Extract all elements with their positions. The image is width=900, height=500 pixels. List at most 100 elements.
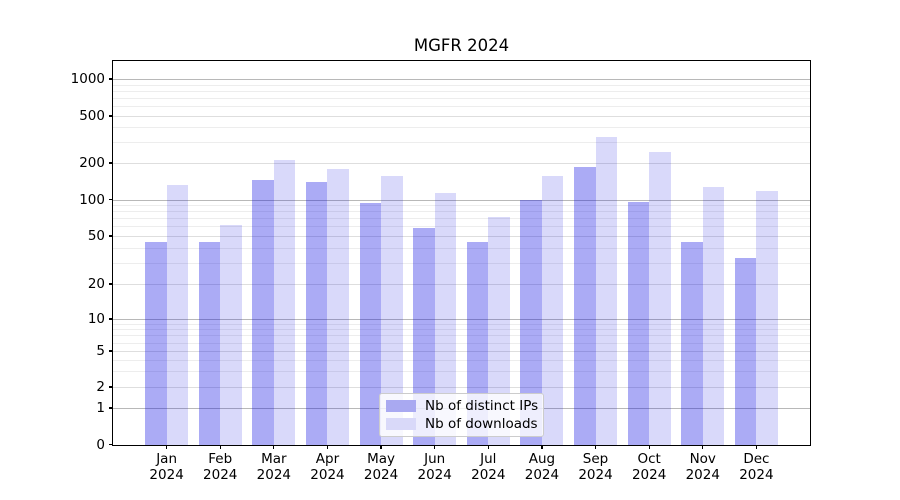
bar-ips-aug (520, 199, 542, 445)
y-tick-label: 100 (79, 191, 105, 208)
bar-downloads-sep (595, 137, 618, 445)
x-tick-label: Aug 2024 (524, 451, 560, 483)
y-tick-label: 1000 (70, 71, 105, 87)
y-tick-mark (109, 350, 113, 352)
bar-downloads-feb (220, 224, 242, 445)
bar-downloads-oct (649, 152, 671, 445)
x-tick-label: Dec 2024 (739, 451, 774, 483)
x-tick-mark (755, 445, 757, 449)
gridline-major (113, 79, 810, 80)
gridline-minor (113, 127, 810, 129)
gridline-minor (113, 323, 810, 325)
y-tick-label: 5 (96, 343, 105, 359)
y-tick-mark (109, 198, 113, 201)
x-tick-mark (273, 445, 275, 449)
x-tick-label: Jul 2024 (471, 451, 506, 483)
gridline-minor (113, 84, 810, 86)
bar-downloads-nov (702, 186, 725, 445)
y-tick-mark (109, 407, 113, 409)
y-tick-label: 1 (96, 400, 105, 416)
legend-swatch-distinct-ips (386, 400, 416, 413)
gridline-minor (113, 163, 810, 164)
gridline-minor (113, 329, 810, 331)
y-tick-label: 20 (87, 276, 105, 292)
x-tick-mark (380, 445, 382, 449)
gridline-minor (113, 98, 810, 100)
gridline-minor (113, 236, 810, 237)
legend-swatch-downloads (386, 417, 416, 430)
gridline-minor (113, 351, 810, 352)
gridline-minor (113, 90, 810, 92)
gridline-minor (113, 142, 810, 144)
x-tick-mark (594, 445, 597, 449)
bar-downloads-apr (327, 168, 349, 445)
gridline-minor (113, 359, 810, 361)
y-tick-label: 200 (79, 155, 105, 171)
y-tick-mark (109, 443, 113, 446)
bar-downloads-dec (756, 190, 778, 445)
bar-ips-jun (413, 228, 435, 445)
y-tick-label: 0 (96, 436, 105, 453)
x-tick-mark (166, 445, 168, 449)
legend-label-distinct-ips: Nb of distinct IPs (425, 398, 539, 415)
bar-ips-dec (734, 257, 757, 445)
x-tick-mark (702, 445, 704, 449)
y-tick-label: 10 (87, 311, 105, 327)
legend-item-distinct-ips: Nb of distinct IPs (386, 398, 539, 415)
y-tick-mark (109, 318, 113, 320)
chart-title: MGFR 2024 (413, 36, 510, 55)
x-tick-label: Mar 2024 (256, 451, 292, 483)
y-tick-label: 2 (96, 379, 105, 395)
gridline-minor (113, 387, 810, 388)
y-tick-mark (109, 78, 113, 80)
bar-ips-may (359, 203, 382, 445)
y-tick-mark (109, 115, 113, 117)
gridline-minor (113, 205, 810, 207)
bar-ips-apr (305, 181, 328, 445)
y-tick-mark (109, 283, 113, 285)
gridline-minor (113, 284, 810, 285)
x-tick-label: Sep 2024 (578, 451, 613, 483)
x-tick-mark (219, 445, 221, 449)
legend-item-downloads: Nb of downloads (386, 415, 538, 432)
y-tick-label: 500 (79, 108, 105, 124)
bar-downloads-jun (434, 192, 457, 445)
x-tick-mark (541, 445, 543, 449)
bar-downloads-mar (273, 160, 296, 445)
bar-ips-nov (681, 241, 703, 445)
gridline-major (113, 199, 810, 201)
x-tick-label: May 2024 (363, 451, 399, 483)
gridline-minor (113, 106, 810, 108)
x-tick-label: Jan 2024 (149, 451, 184, 483)
legend-label-downloads: Nb of downloads (425, 415, 538, 432)
gridline-minor (113, 335, 810, 337)
x-tick-label: Apr 2024 (310, 451, 345, 483)
x-tick-label: Nov 2024 (685, 451, 720, 483)
gridline-major (113, 319, 810, 320)
bar-ips-oct (627, 201, 650, 445)
gridline-minor (113, 247, 810, 249)
x-tick-label: Feb 2024 (203, 451, 238, 483)
y-tick-mark (109, 162, 113, 164)
bar-ips-feb (198, 241, 221, 445)
gridline-minor (113, 371, 810, 373)
y-tick-mark (109, 386, 113, 388)
legend: Nb of distinct IPs Nb of downloads (379, 393, 544, 437)
bar-downloads-jan (166, 184, 189, 445)
gridline-minor (113, 262, 810, 264)
y-tick-label: 50 (87, 228, 105, 244)
x-tick-label: Jun 2024 (417, 451, 452, 483)
x-tick-mark (326, 445, 329, 449)
gridline-minor (113, 211, 810, 213)
bar-downloads-jul (488, 216, 510, 445)
bar-downloads-may (381, 176, 403, 445)
gridline-minor (113, 342, 810, 344)
x-tick-mark (487, 445, 489, 449)
plot-area (113, 61, 810, 445)
bar-ips-mar (252, 180, 274, 445)
bar-downloads-aug (541, 176, 564, 445)
y-tick-mark (109, 235, 113, 237)
bar-ips-jan (145, 241, 167, 445)
x-tick-mark (648, 445, 650, 449)
